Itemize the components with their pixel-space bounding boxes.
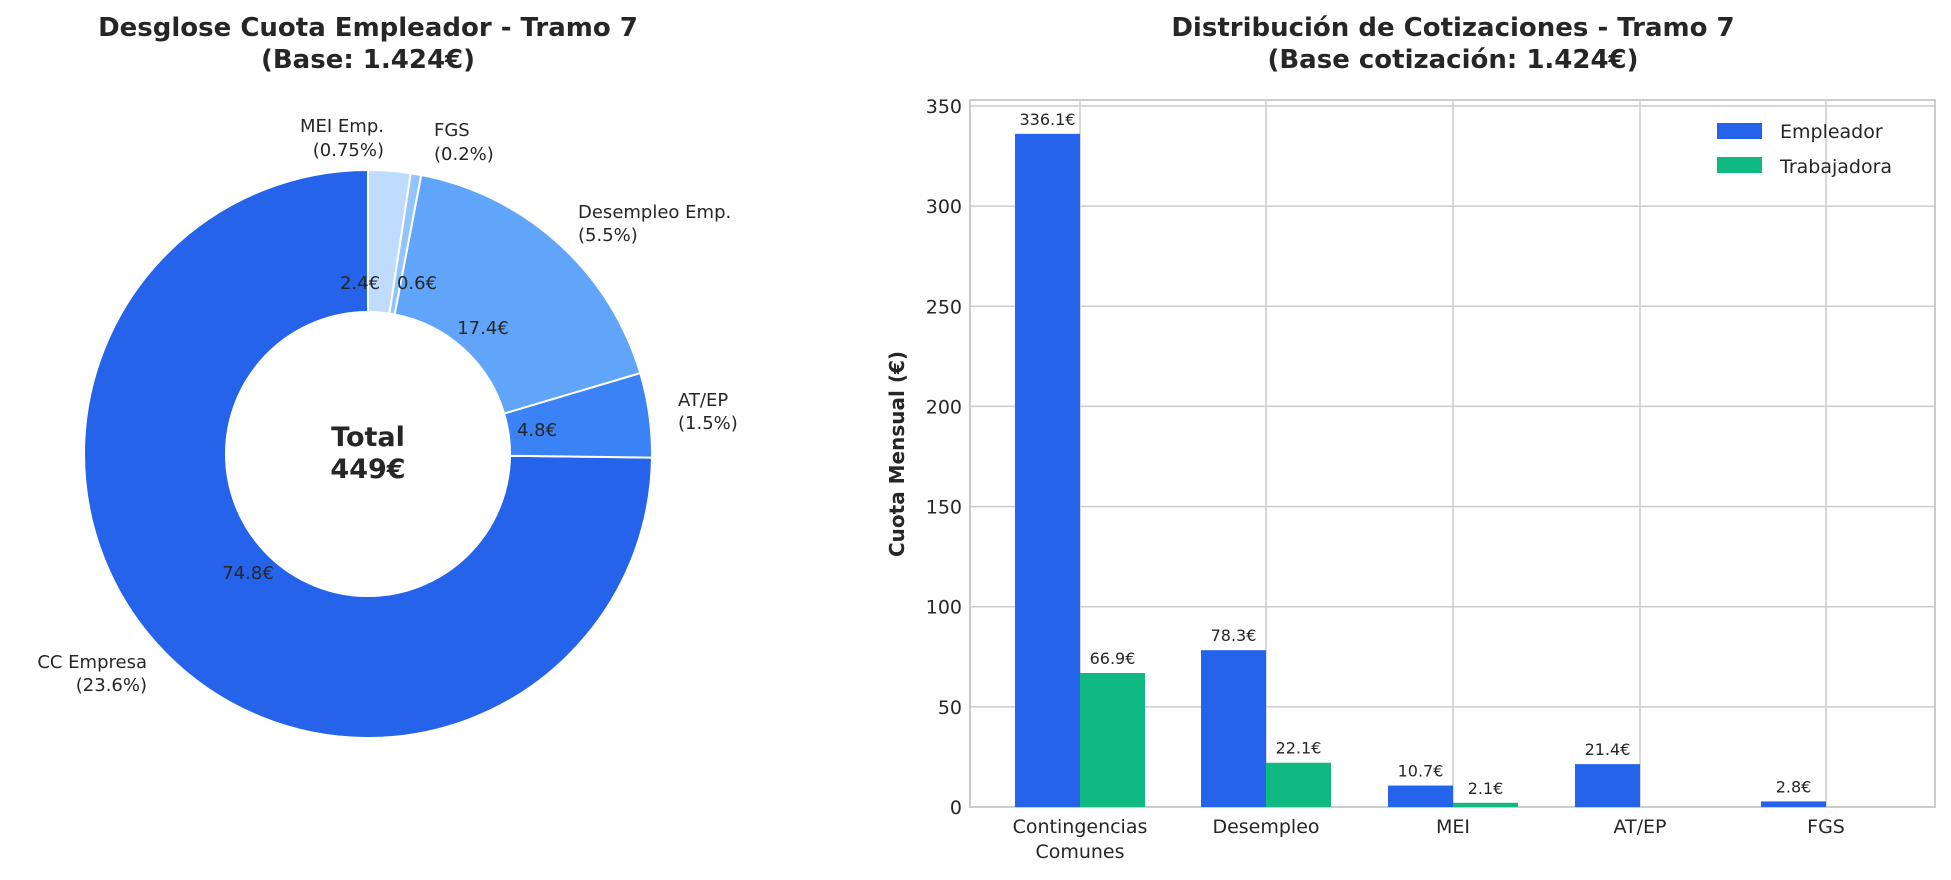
legend-swatch-empleador [1717, 123, 1762, 139]
legend-label-trabajadora: Trabajadora [1779, 156, 1892, 178]
x-tick-label: Desempleo [1212, 816, 1319, 838]
bar-empleador [1388, 785, 1453, 807]
slice-label-cc: CC Empresa [37, 652, 147, 673]
bar-trabajadora [1453, 802, 1518, 807]
legend-swatch-trabajadora [1717, 157, 1762, 173]
slice-rate-desempleo: (5.5%) [578, 225, 638, 246]
slice-label-fgs: FGS [434, 120, 470, 141]
bar-empleador [1015, 133, 1080, 807]
bar-trabajadora [1266, 762, 1331, 807]
x-tick-label: AT/EP [1614, 816, 1667, 838]
pie-title-line1: Desglose Cuota Empleador - Tramo 7 [98, 13, 638, 43]
bar-title-line1: Distribución de Cotizaciones - Tramo 7 [1171, 13, 1734, 43]
bar-value-label: 22.1€ [1276, 739, 1322, 758]
slice-label-desempleo: Desempleo Emp. [578, 202, 731, 223]
y-tick-label: 200 [926, 396, 962, 418]
slice-rate-fgs: (0.2%) [434, 144, 494, 165]
slice-rate-atep: (1.5%) [678, 413, 738, 434]
x-tick-label: Contingencias [1013, 816, 1148, 838]
donut-slice-0 [83, 168, 653, 739]
x-tick-label: FGS [1807, 816, 1845, 838]
bar-empleador [1761, 801, 1826, 807]
bar-value-label: 66.9€ [1090, 649, 1136, 668]
slice-value-fgs: 0.6€ [397, 273, 437, 294]
legend: Empleador Trabajadora [1717, 121, 1892, 178]
y-tick-label: 300 [926, 196, 962, 218]
slice-value-desempleo: 17.4€ [457, 318, 509, 339]
bar-title-line2: (Base cotización: 1.424€) [1267, 45, 1638, 75]
pie-title-line2: (Base: 1.424€) [261, 45, 475, 75]
donut-chart [83, 168, 653, 739]
bar-empleador [1575, 764, 1640, 807]
donut-slice-2 [393, 173, 642, 415]
y-tick-label: 0 [950, 797, 962, 819]
bar-value-label: 2.8€ [1776, 777, 1812, 796]
donut-center-label: Total [331, 422, 405, 453]
slice-label-atep: AT/EP [678, 390, 728, 411]
bar-value-label: 10.7€ [1398, 762, 1444, 781]
y-tick-label: 100 [926, 597, 962, 619]
y-axis-label: Cuota Mensual (€) [885, 351, 909, 557]
bar-value-label: 2.1€ [1468, 779, 1504, 798]
bar-chart: 0 50 100 150 200 250 300 350 Contingencias Comune… [926, 96, 1936, 863]
slice-label-mei: MEI Emp. [300, 116, 384, 137]
bar-empleador [1201, 650, 1266, 807]
bar-value-label: 336.1€ [1020, 110, 1076, 129]
y-tick-label: 250 [926, 296, 962, 318]
bar-trabajadora [1080, 673, 1145, 807]
donut-slice-4 [367, 168, 412, 315]
slice-rate-mei: (0.75%) [313, 140, 384, 161]
slice-value-mei: 2.4€ [340, 273, 380, 294]
bar-value-label: 21.4€ [1585, 740, 1631, 759]
bar-value-label: 78.3€ [1211, 626, 1257, 645]
donut-center-total: 449€ [330, 454, 405, 485]
y-tick-label: 350 [926, 96, 962, 118]
slice-value-atep: 4.8€ [517, 420, 557, 441]
x-tick-label: MEI [1436, 816, 1470, 838]
y-tick-label: 150 [926, 497, 962, 519]
legend-label-empleador: Empleador [1780, 121, 1883, 143]
slice-value-cc: 74.8€ [222, 563, 274, 584]
x-tick-label: Comunes [1035, 841, 1124, 863]
slice-rate-cc: (23.6%) [76, 675, 147, 696]
y-tick-label: 50 [938, 697, 962, 719]
